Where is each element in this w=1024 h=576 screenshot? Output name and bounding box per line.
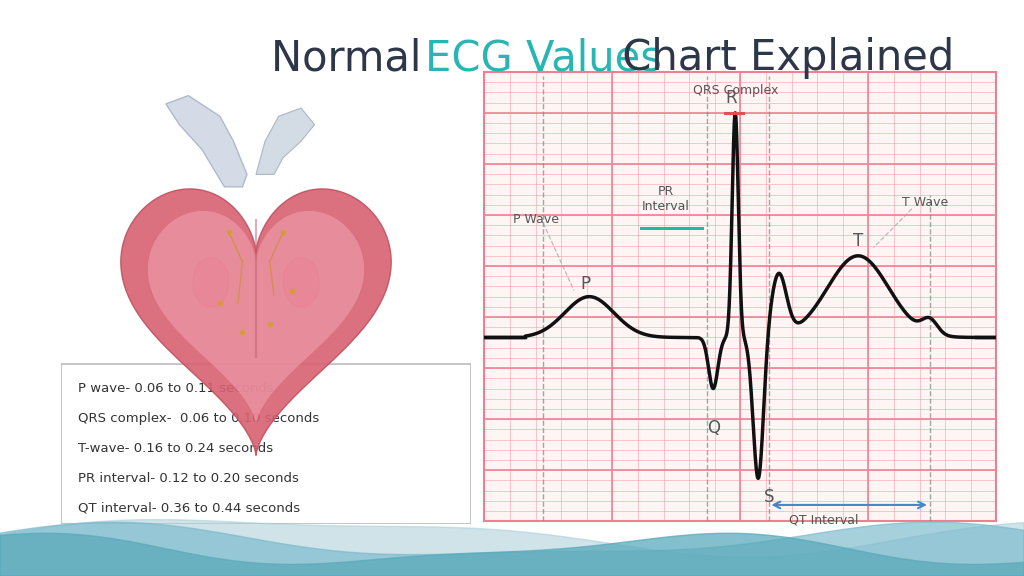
Ellipse shape bbox=[193, 257, 229, 307]
Text: T-wave- 0.16 to 0.24 seconds: T-wave- 0.16 to 0.24 seconds bbox=[78, 442, 273, 455]
Text: QRS complex-  0.06 to 0.10 seconds: QRS complex- 0.06 to 0.10 seconds bbox=[78, 412, 319, 425]
Text: QT Interval: QT Interval bbox=[788, 513, 858, 526]
Text: Q: Q bbox=[707, 419, 720, 437]
Text: P Wave: P Wave bbox=[512, 213, 558, 226]
Text: QRS Complex: QRS Complex bbox=[692, 84, 778, 97]
Text: S: S bbox=[764, 488, 774, 506]
Polygon shape bbox=[147, 211, 365, 424]
Polygon shape bbox=[166, 96, 247, 187]
Text: P wave- 0.06 to 0.11 seconds: P wave- 0.06 to 0.11 seconds bbox=[78, 382, 273, 395]
Polygon shape bbox=[256, 108, 314, 175]
Polygon shape bbox=[121, 189, 391, 456]
Text: P: P bbox=[581, 275, 591, 293]
Text: PR interval- 0.12 to 0.20 seconds: PR interval- 0.12 to 0.20 seconds bbox=[78, 472, 299, 484]
Text: PR
Interval: PR Interval bbox=[642, 185, 690, 213]
Text: ECG Values: ECG Values bbox=[425, 37, 662, 79]
Text: Chart Explained: Chart Explained bbox=[609, 37, 954, 79]
Text: Normal: Normal bbox=[271, 37, 435, 79]
FancyBboxPatch shape bbox=[61, 365, 471, 524]
Ellipse shape bbox=[283, 257, 319, 307]
Text: R: R bbox=[726, 89, 737, 107]
Text: QT interval- 0.36 to 0.44 seconds: QT interval- 0.36 to 0.44 seconds bbox=[78, 502, 300, 514]
Text: T: T bbox=[853, 232, 863, 249]
Text: T Wave: T Wave bbox=[901, 196, 948, 209]
